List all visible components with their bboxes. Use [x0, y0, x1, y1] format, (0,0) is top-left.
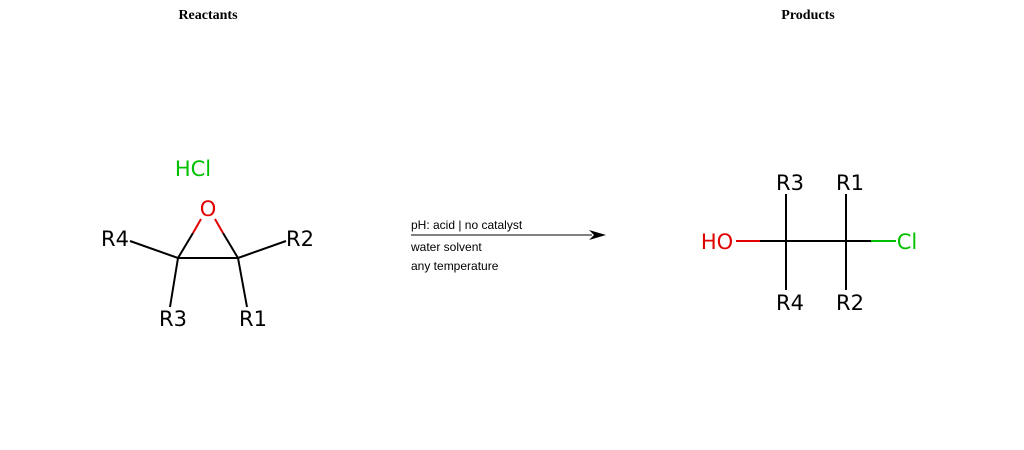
condition-solvent: water solvent — [410, 240, 482, 254]
product-molecule: HO Cl R3 R1 R4 R2 — [701, 171, 917, 315]
product-hydroxyl-label: HO — [701, 230, 733, 254]
reactant-r4-label: R4 — [101, 227, 129, 251]
condition-temperature: any temperature — [411, 259, 499, 273]
ring-bond-c3-o-black — [177, 232, 194, 259]
reactant-r3-label: R3 — [159, 307, 187, 331]
product-r1-label: R1 — [836, 171, 864, 195]
epoxide-oxygen-label: O — [200, 197, 217, 221]
bond-r4 — [129, 240, 179, 259]
product-chloro-label: Cl — [897, 230, 918, 254]
reactants-heading: Reactants — [178, 8, 238, 23]
reaction-arrow-group: pH: acid | no catalyst water solvent any… — [410, 218, 606, 273]
products-heading: Products — [781, 8, 835, 23]
ring-bond-c1-o-red — [214, 218, 224, 234]
reactant-r1-label: R1 — [239, 307, 267, 331]
reaction-arrowhead-icon — [589, 230, 606, 240]
bond-r3 — [169, 257, 179, 308]
bond-r2 — [237, 240, 287, 259]
ring-bond-c3-o-red — [192, 218, 202, 234]
product-r3-label: R3 — [776, 171, 804, 195]
hcl-reagent-label: HCl — [175, 157, 211, 181]
product-r4-label: R4 — [776, 291, 804, 315]
ring-bond-c1-o-black — [222, 232, 239, 259]
condition-ph-catalyst: pH: acid | no catalyst — [411, 218, 523, 232]
bond-r1 — [237, 257, 248, 308]
epoxide-molecule: O R4 R2 R3 R1 — [101, 197, 314, 331]
reactant-r2-label: R2 — [286, 227, 314, 251]
product-r2-label: R2 — [836, 291, 864, 315]
